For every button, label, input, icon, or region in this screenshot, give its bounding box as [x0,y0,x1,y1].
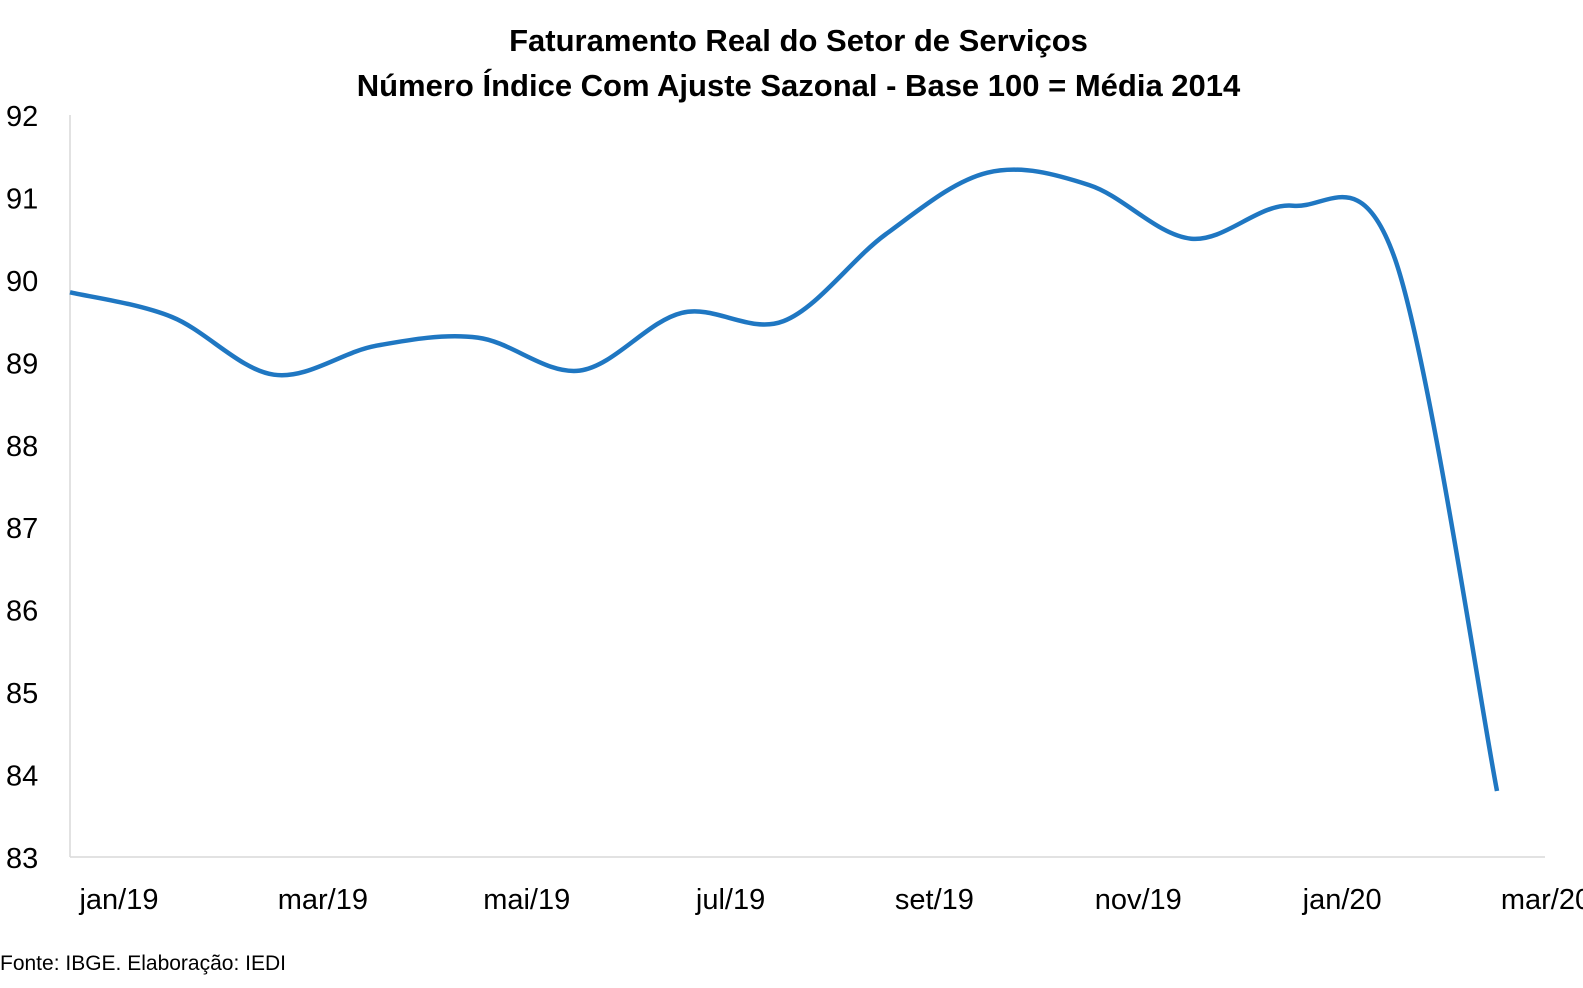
y-tick-label: 88 [6,431,38,463]
data-point-fev/20 [1393,257,1397,261]
x-tick-label: mai/19 [483,884,570,916]
data-point-dez/19 [1189,237,1193,241]
chart-subtitle-line: Número Índice Com Ajuste Sazonal - Base … [356,68,1241,103]
source-note: Fonte: IBGE. Elaboração: IEDI [0,952,286,975]
data-point-set/19 [883,233,887,237]
data-point-ago/19 [782,319,786,323]
x-tick-label: mar/20 [1501,884,1583,916]
data-point-jan/19 [68,290,72,294]
chart-title: Faturamento Real do Setor de Serviços Nú… [0,18,1583,108]
data-point-fev/19 [170,315,174,319]
y-tick-label: 83 [6,843,38,875]
y-tick-label: 85 [6,678,38,710]
y-tick-label: 90 [6,266,38,298]
x-tick-label: nov/19 [1095,884,1182,916]
y-tick-label: 86 [6,596,38,628]
data-point-jun/19 [578,369,582,373]
x-tick-label: jul/19 [695,884,765,916]
data-point-nov/19 [1087,183,1091,187]
x-tick-label: mar/19 [278,884,368,916]
x-tick-label: jan/20 [1302,884,1382,916]
series-line [69,167,1500,792]
y-tick-label: 91 [6,183,38,215]
y-axis: 83 84 85 86 87 88 89 90 91 92 [6,101,71,875]
data-point-abr/19 [374,344,378,348]
data-point-mar/19 [272,373,276,377]
y-tick-label: 89 [6,348,38,380]
data-point-mai/19 [476,336,480,340]
data-point-mar/20 [1495,789,1499,793]
x-tick-label: jan/19 [78,884,158,916]
data-point-jul/19 [680,311,684,315]
data-point-jan/20 [1291,204,1295,208]
chart-title-line: Faturamento Real do Setor de Serviços [509,23,1088,58]
series-layer [68,167,1500,793]
y-tick-label: 92 [6,101,38,133]
y-tick-label: 87 [6,513,38,545]
y-tick-label: 84 [6,761,38,793]
x-axis: jan/19 mar/19 mai/19 jul/19 set/19 nov/19 jan/… [70,856,1583,916]
data-point-out/19 [985,171,989,175]
x-tick-label: set/19 [895,884,974,916]
